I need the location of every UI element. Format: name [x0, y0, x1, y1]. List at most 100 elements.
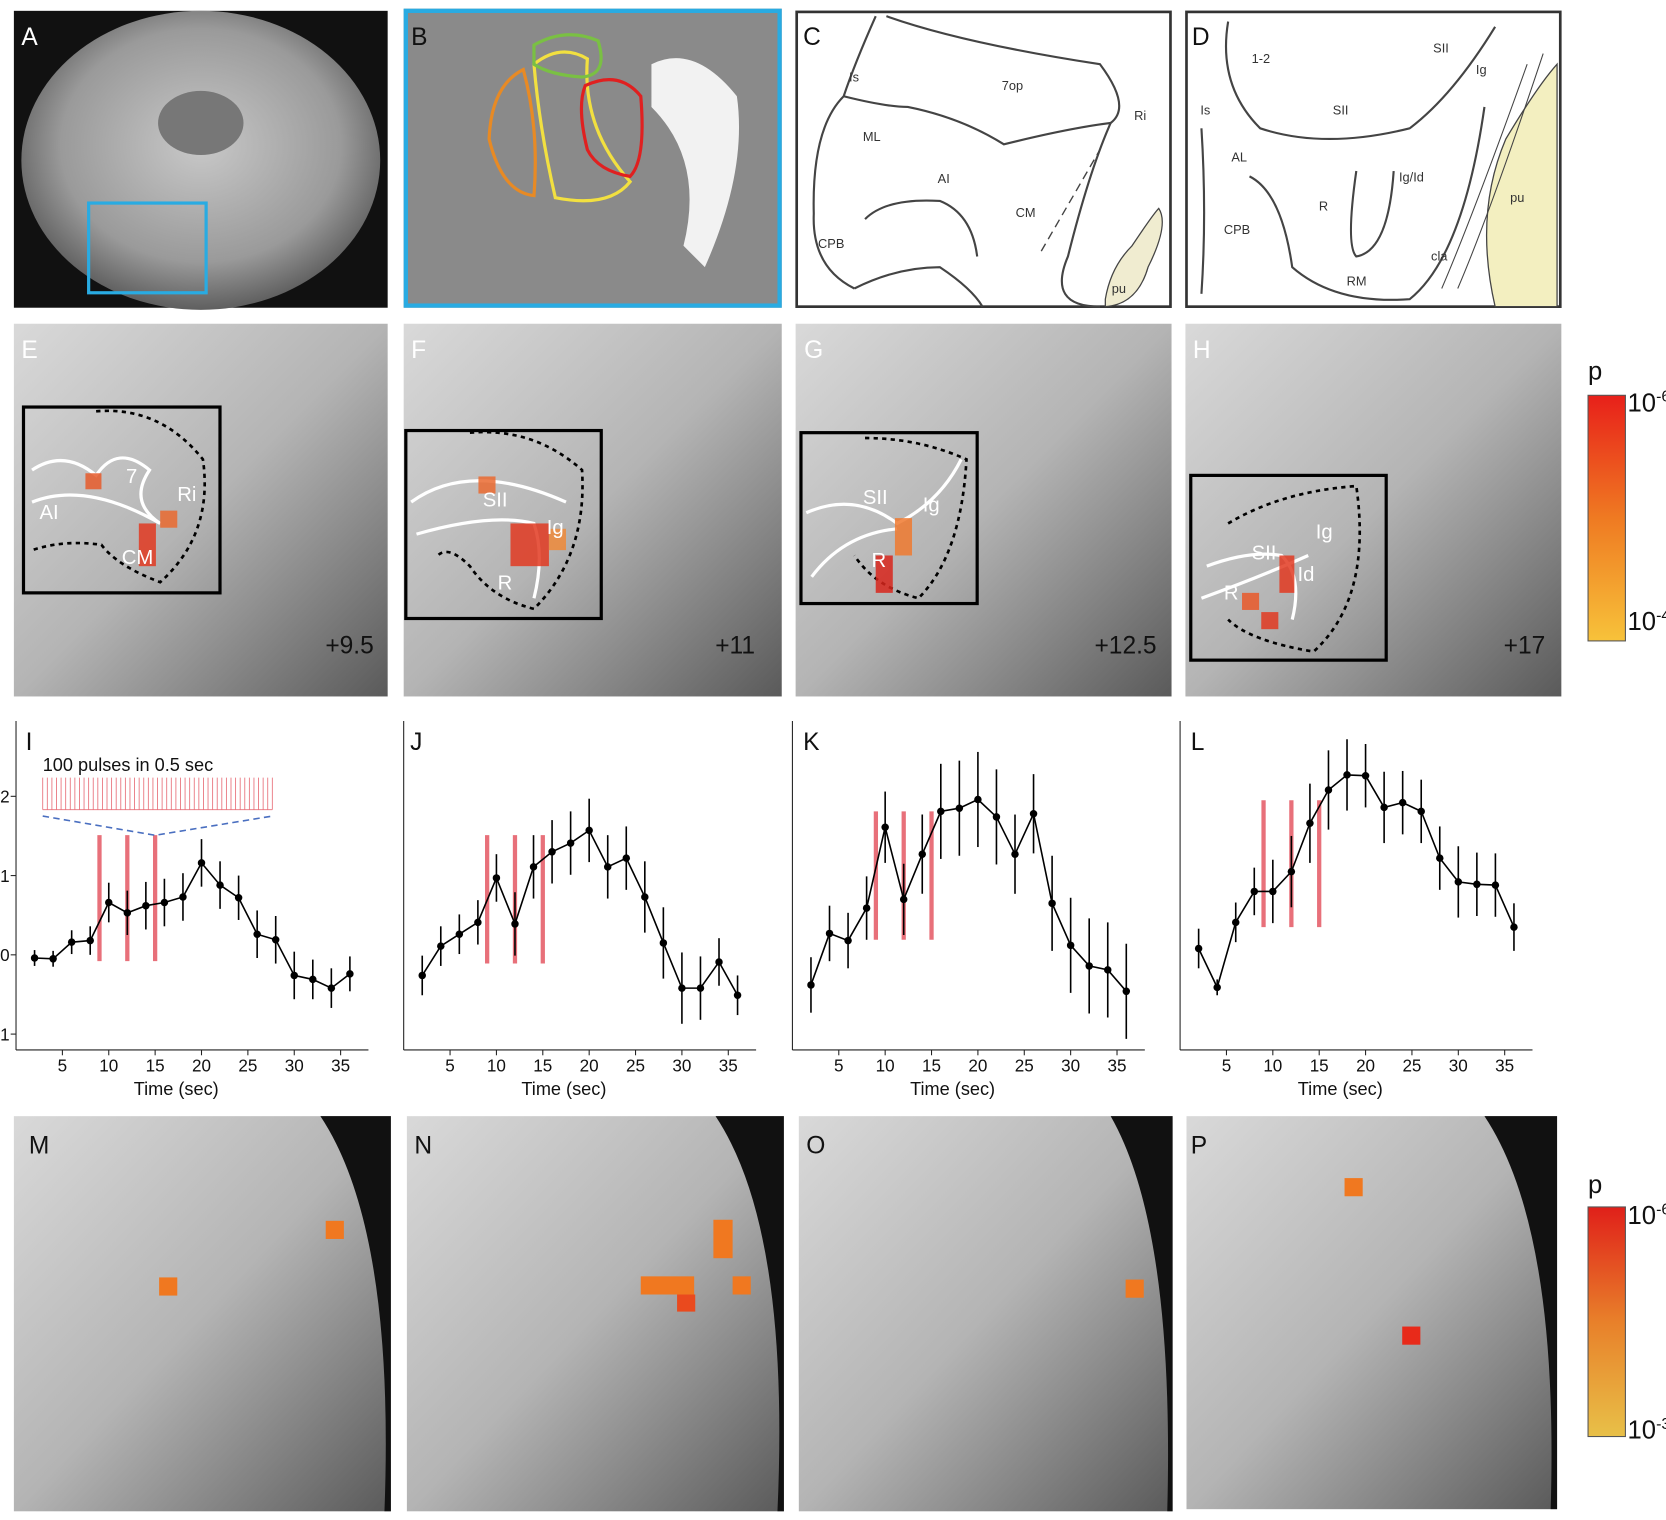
data-point: [290, 971, 298, 980]
diagram-label: Is: [849, 69, 859, 84]
slice-label: Ig: [923, 495, 940, 517]
data-point: [715, 958, 723, 966]
panel-letter: P: [1191, 1133, 1207, 1160]
data-point: [862, 904, 871, 912]
data-point: [1122, 987, 1131, 996]
data-point: [1104, 966, 1112, 974]
data-point: [1361, 771, 1370, 780]
data-point: [918, 850, 926, 858]
x-tick-label: 5: [1222, 1056, 1231, 1075]
slice-label: SII: [863, 487, 888, 509]
data-point: [179, 893, 187, 901]
colorbar: [1587, 1206, 1626, 1438]
data-point: [30, 954, 39, 962]
data-line: [421, 829, 739, 996]
slice-label: AI: [40, 502, 59, 524]
y-tick-label: 1: [0, 867, 10, 886]
diagram-label: 1-2: [1252, 51, 1271, 66]
x-tick-label: 15: [1310, 1056, 1329, 1075]
data-point: [1048, 899, 1056, 908]
data-point: [511, 920, 519, 928]
y-tick-label: 2: [0, 788, 10, 807]
data-point: [881, 823, 889, 831]
base: 10: [1628, 1417, 1657, 1445]
diagram-label: SII: [1333, 102, 1349, 117]
data-line: [34, 861, 351, 990]
diagram-label: Ig: [1476, 62, 1487, 77]
data-point: [937, 807, 945, 816]
slice-position: +11: [715, 633, 755, 660]
base: 10: [1628, 1202, 1657, 1230]
exp: -6: [1656, 389, 1666, 406]
exp: -6: [1656, 1201, 1666, 1218]
slice-label: Ig: [547, 517, 564, 539]
x-tick-label: 30: [1449, 1056, 1468, 1075]
x-tick-label: 25: [1015, 1056, 1034, 1075]
x-axis-label: Time (sec): [1298, 1079, 1383, 1099]
data-point: [1417, 807, 1425, 816]
colorbar: [1587, 394, 1626, 642]
data-point: [346, 970, 354, 978]
diagram-label: SII: [1433, 40, 1449, 55]
data-point: [974, 795, 982, 804]
data-point: [49, 955, 57, 963]
diagram-label: AI: [938, 171, 950, 186]
data-point: [160, 898, 169, 907]
data-point: [253, 930, 261, 938]
data-point: [825, 929, 834, 938]
diagram-label: Ri: [1134, 108, 1146, 123]
x-tick-label: 10: [876, 1056, 895, 1075]
data-point: [1250, 887, 1259, 896]
data-point: [309, 975, 317, 984]
diagram-label: CM: [1016, 205, 1036, 220]
base: 10: [1628, 608, 1657, 636]
panel-letter: N: [414, 1133, 432, 1160]
diagram-label: CPB: [1224, 222, 1250, 237]
base: 10: [1628, 389, 1657, 417]
diagram-label: RM: [1347, 273, 1367, 288]
data-point: [955, 804, 964, 812]
data-point: [1510, 923, 1518, 931]
panel-d: [1185, 10, 1562, 308]
panel-letter: L: [1191, 729, 1205, 756]
data-point: [1491, 881, 1500, 889]
data-point: [1029, 810, 1038, 818]
slice-label: Ri: [177, 484, 196, 506]
panel-letter: I: [26, 729, 33, 756]
data-point: [1287, 867, 1296, 876]
slice-position: +12.5: [1094, 633, 1156, 660]
data-point: [844, 936, 852, 945]
slice-position: +17: [1504, 633, 1546, 660]
data-point: [1436, 854, 1444, 862]
colorbar-bottom: 10-4: [1628, 608, 1666, 637]
data-point: [1269, 887, 1277, 896]
x-tick-label: 15: [146, 1056, 165, 1075]
panel-letter: G: [804, 337, 823, 364]
diagram-label: CPB: [818, 236, 844, 251]
data-point: [474, 918, 482, 927]
x-tick-label: 25: [238, 1056, 257, 1075]
data-point: [1066, 941, 1075, 950]
data-point: [807, 981, 815, 989]
exp: -4: [1656, 608, 1666, 625]
data-point: [585, 826, 593, 835]
data-point: [529, 863, 538, 871]
x-axis-label: Time (sec): [134, 1079, 219, 1099]
x-tick-label: 35: [1495, 1056, 1514, 1075]
x-tick-label: 35: [331, 1056, 350, 1075]
panel-a: [13, 10, 388, 310]
colorbar-bottom: 10-3: [1628, 1416, 1666, 1445]
data-point: [197, 859, 206, 867]
slice-label: Ig: [1316, 521, 1333, 543]
x-tick-label: 35: [1108, 1056, 1127, 1075]
panel-letter: A: [21, 24, 38, 51]
x-tick-label: 10: [1263, 1056, 1282, 1075]
slice-label: CM: [122, 547, 154, 569]
data-point: [142, 901, 150, 910]
diagram-label: ML: [863, 129, 881, 144]
bottom-images: [13, 1116, 1558, 1512]
slice-label: R: [871, 550, 886, 572]
x-tick-label: 20: [192, 1056, 211, 1075]
